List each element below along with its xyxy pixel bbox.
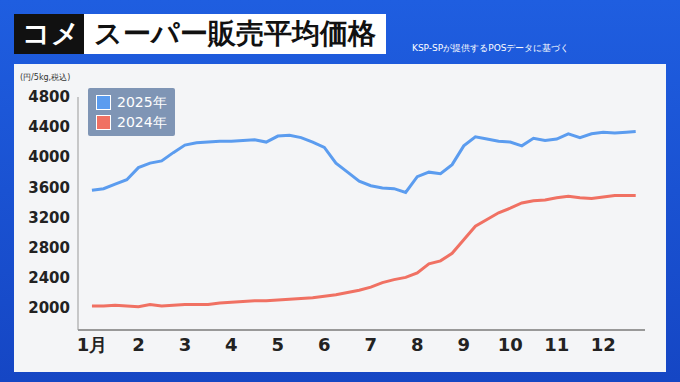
- svg-text:2400: 2400: [28, 269, 70, 287]
- svg-text:1月: 1月: [77, 334, 108, 355]
- svg-text:4400: 4400: [28, 118, 70, 136]
- html-text:2024年: 2024年: [117, 114, 167, 130]
- svg-text:7: 7: [365, 334, 378, 355]
- html-text:KSP-SPが提供するPOSデータに基づく: KSP-SPが提供するPOSデータに基づく: [412, 43, 570, 53]
- svg-text:11: 11: [544, 334, 569, 355]
- svg-text:2000: 2000: [28, 299, 70, 317]
- html-text:(円/5kg,税込): (円/5kg,税込): [20, 73, 71, 82]
- svg-text:12: 12: [591, 334, 616, 355]
- svg-text:5: 5: [272, 334, 285, 355]
- html-text:コメ: コメ: [22, 17, 80, 50]
- html-text:2025年: 2025年: [117, 94, 167, 110]
- svg-text:4000: 4000: [28, 148, 70, 166]
- svg-text:4800: 4800: [28, 88, 70, 106]
- svg-text:4: 4: [225, 334, 238, 355]
- svg-text:10: 10: [498, 334, 523, 355]
- svg-text:8: 8: [411, 334, 424, 355]
- svg-text:3600: 3600: [28, 179, 70, 197]
- svg-text:9: 9: [457, 334, 470, 355]
- html-text:スーパー販売平均価格: スーパー販売平均価格: [94, 17, 376, 50]
- svg-text:2: 2: [132, 334, 145, 355]
- svg-text:2800: 2800: [28, 239, 70, 257]
- svg-text:6: 6: [318, 334, 331, 355]
- svg-text:3200: 3200: [28, 209, 70, 227]
- svg-text:3: 3: [179, 334, 192, 355]
